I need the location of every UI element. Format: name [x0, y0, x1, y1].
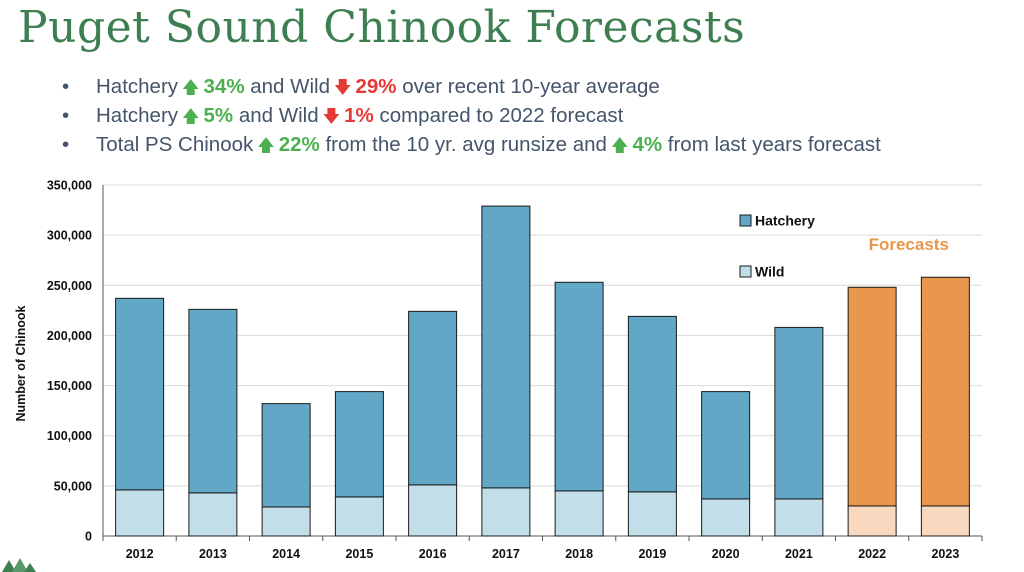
bar-hatchery [627, 315, 677, 493]
bullet-text-e: compared to 2022 forecast [379, 104, 624, 127]
bar-hatchery [261, 403, 311, 508]
bar-wild [774, 498, 824, 537]
x-tick-label: 2021 [785, 547, 813, 561]
bullet-text-a: Hatchery [96, 75, 179, 98]
legend-label-wild: Wild [755, 264, 784, 280]
bar-hatchery [847, 286, 897, 507]
bullet-dot-icon: • [62, 104, 70, 127]
x-tick-label: 2016 [419, 547, 447, 561]
bar-hatchery [701, 391, 751, 500]
up-arrow-icon: 🡅 [182, 78, 200, 97]
bar-hatchery [554, 281, 604, 492]
increase-percent: 34% [203, 75, 245, 98]
increase-percent: 22% [278, 133, 320, 156]
legend-label-hatchery: Hatchery [755, 213, 815, 229]
bar-hatchery [481, 205, 531, 489]
decrease-percent: 1% [344, 104, 374, 127]
bullet-text-c: and Wild [238, 104, 319, 127]
y-tick-label: 100,000 [47, 429, 92, 443]
x-tick-label: 2019 [638, 547, 666, 561]
x-tick-label: 2020 [712, 547, 740, 561]
summary-bullets: • Hatchery 🡅 34% and Wild 🡇 29% over recent … [58, 72, 881, 159]
bar-wild [334, 496, 384, 537]
x-tick-label: 2017 [492, 547, 520, 561]
bullet-dot-icon: • [62, 75, 70, 98]
down-arrow-icon: 🡇 [334, 78, 352, 97]
bullet-text-c: from the 10 yr. avg runsize and [325, 133, 607, 156]
page-title: Puget Sound Chinook Forecasts [18, 2, 746, 53]
bar-hatchery [408, 310, 458, 486]
bar-wild [701, 498, 751, 537]
up-arrow-icon: 🡅 [610, 136, 629, 155]
bar-wild [115, 489, 165, 537]
legend-swatch-wild [739, 265, 752, 278]
x-tick-label: 2014 [272, 547, 300, 561]
up-arrow-icon: 🡅 [182, 107, 200, 126]
bullet-item: • Hatchery 🡅 5% and Wild 🡇 1% compared to 20… [58, 101, 881, 130]
logo-icon [2, 558, 36, 572]
y-tick-label: 50,000 [54, 479, 92, 493]
x-tick-label: 2023 [931, 547, 959, 561]
bar-wild [554, 490, 604, 537]
y-tick-label: 300,000 [47, 229, 92, 243]
x-tick-label: 2022 [858, 547, 886, 561]
increase-percent: 4% [632, 133, 663, 156]
increase-percent: 5% [203, 104, 234, 127]
bar-wild [920, 505, 970, 537]
bullet-item: • Hatchery 🡅 34% and Wild 🡇 29% over recent … [58, 72, 881, 101]
y-tick-label: 0 [85, 530, 92, 544]
y-tick-label: 200,000 [47, 329, 92, 343]
bar-wild [188, 492, 238, 537]
forecasts-annotation: Forecasts [869, 235, 949, 254]
down-arrow-icon: 🡇 [322, 107, 341, 126]
x-tick-label: 2013 [199, 547, 227, 561]
y-tick-label: 350,000 [47, 179, 92, 193]
y-axis-label: Number of Chinook [14, 305, 28, 421]
bullet-text-a: Total PS Chinook [96, 133, 254, 156]
x-tick-label: 2015 [345, 547, 373, 561]
bullet-dot-icon: • [62, 133, 70, 156]
bar-hatchery [188, 308, 238, 494]
decrease-percent: 29% [355, 75, 397, 98]
bar-hatchery [774, 326, 824, 500]
up-arrow-icon: 🡅 [257, 136, 275, 155]
bullet-item: • Total PS Chinook 🡅 22% from the 10 yr. a… [58, 130, 881, 159]
x-tick-label: 2018 [565, 547, 593, 561]
y-tick-label: 150,000 [47, 379, 92, 393]
bullet-text-c: and Wild [250, 75, 331, 98]
bar-wild [627, 491, 677, 537]
bar-wild [408, 484, 458, 537]
bullet-text-e: from last years forecast [667, 133, 881, 156]
bar-wild [481, 487, 531, 537]
bullet-text-e: over recent 10-year average [402, 75, 660, 98]
bullet-text-a: Hatchery [96, 104, 179, 127]
bar-hatchery [920, 276, 970, 507]
y-tick-label: 250,000 [47, 279, 92, 293]
bar-wild [261, 506, 311, 537]
x-tick-label: 2012 [126, 547, 154, 561]
legend-swatch-hatchery [739, 214, 752, 227]
bar-hatchery [334, 391, 384, 498]
bar-wild [847, 505, 897, 537]
bar-hatchery [115, 297, 165, 491]
